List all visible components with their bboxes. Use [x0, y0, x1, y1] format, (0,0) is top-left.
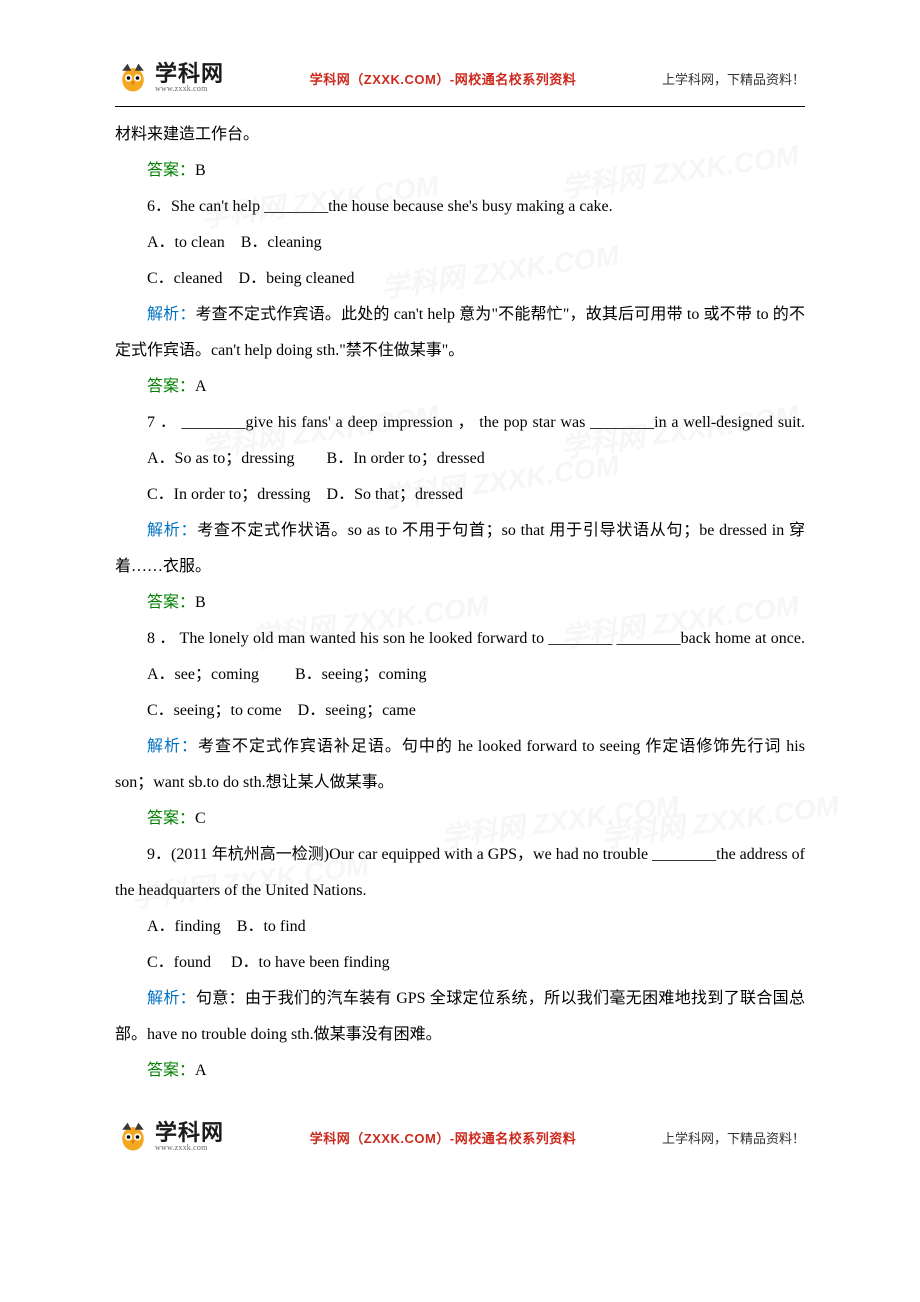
explain-para: 解析：考查不定式作宾语。此处的 can't help 意为"不能帮忙"，故其后可…	[115, 297, 805, 369]
answer-line: 答案：A	[115, 1053, 805, 1089]
answer-line: 答案：C	[115, 801, 805, 837]
answer-value: A	[195, 378, 207, 395]
header-logo-text: 学科网	[155, 63, 224, 85]
document-body: 材料来建造工作台。 答案：B 6．She can't help ________…	[115, 117, 805, 1089]
header-divider	[115, 106, 805, 107]
answer-label: 答案：	[147, 810, 195, 827]
explain-text: 考查不定式作宾语补足语。句中的 he looked forward to see…	[115, 738, 805, 791]
explain-label: 解析：	[147, 522, 197, 539]
footer-right-text: 上学科网，下精品资料！	[662, 1128, 805, 1147]
answer-label: 答案：	[147, 162, 195, 179]
answer-line: 答案：B	[115, 153, 805, 189]
explain-text: 句意：由于我们的汽车装有 GPS 全球定位系统，所以我们毫无困难地找到了联合国总…	[115, 990, 805, 1043]
answer-label: 答案：	[147, 1062, 195, 1079]
page-footer: 学科网 www.zxxk.com 学科网（ZXXK.COM）-网校通名校系列资料…	[115, 1119, 805, 1155]
option-line: C．seeing；to come D．seeing；came	[115, 693, 805, 729]
option-line: A．see；coming B．seeing；coming	[115, 657, 805, 693]
explain-para: 解析：考查不定式作宾语补足语。句中的 he looked forward to …	[115, 729, 805, 801]
explain-para: 解析：考查不定式作状语。so as to 不用于句首；so that 用于引导状…	[115, 513, 805, 585]
page-container: 学科网 ZXXK.COM 学科网 ZXXK.COM 学科网 ZXXK.COM 学…	[0, 0, 920, 1195]
answer-label: 答案：	[147, 378, 195, 395]
question-6: 6．She can't help ________the house becau…	[115, 189, 805, 225]
answer-value: B	[195, 594, 206, 611]
option-line: C．In order to；dressing D．So that；dressed	[115, 477, 805, 513]
question-8: 8 ． The lonely old man wanted his son he…	[115, 621, 805, 657]
header-logo: 学科网 www.zxxk.com	[115, 60, 224, 96]
explain-label: 解析：	[147, 738, 198, 755]
text-line: 材料来建造工作台。	[115, 117, 805, 153]
footer-logo: 学科网 www.zxxk.com	[115, 1119, 224, 1155]
page-header: 学科网 www.zxxk.com 学科网（ZXXK.COM）-网校通名校系列资料…	[115, 60, 805, 100]
header-right-text: 上学科网，下精品资料！	[662, 69, 805, 88]
question-7: 7 ． ________give his fans' a deep impres…	[115, 405, 805, 441]
option-line: C．cleaned D．being cleaned	[115, 261, 805, 297]
option-line: A．to clean B．cleaning	[115, 225, 805, 261]
header-logo-url: www.zxxk.com	[155, 85, 224, 93]
footer-center-text: 学科网（ZXXK.COM）-网校通名校系列资料	[310, 1128, 576, 1147]
explain-text: 考查不定式作宾语。此处的 can't help 意为"不能帮忙"，故其后可用带 …	[115, 306, 805, 359]
question-9: 9．(2011 年杭州高一检测)Our car equipped with a …	[115, 837, 805, 909]
explain-para: 解析：句意：由于我们的汽车装有 GPS 全球定位系统，所以我们毫无困难地找到了联…	[115, 981, 805, 1053]
answer-label: 答案：	[147, 594, 195, 611]
option-line: A．finding B．to find	[115, 909, 805, 945]
option-line: C．found D．to have been finding	[115, 945, 805, 981]
owl-logo-icon	[115, 1119, 151, 1155]
footer-logo-url: www.zxxk.com	[155, 1144, 224, 1152]
explain-label: 解析：	[147, 306, 196, 323]
answer-line: 答案：B	[115, 585, 805, 621]
answer-value: C	[195, 810, 206, 827]
explain-label: 解析：	[147, 990, 196, 1007]
option-line: A．So as to；dressing B．In order to；dresse…	[115, 441, 805, 477]
answer-line: 答案：A	[115, 369, 805, 405]
explain-text: 考查不定式作状语。so as to 不用于句首；so that 用于引导状语从句…	[115, 522, 805, 575]
owl-logo-icon	[115, 60, 151, 96]
answer-value: B	[195, 162, 206, 179]
header-center-text: 学科网（ZXXK.COM）-网校通名校系列资料	[310, 69, 576, 88]
answer-value: A	[195, 1062, 207, 1079]
footer-logo-text: 学科网	[155, 1122, 224, 1144]
